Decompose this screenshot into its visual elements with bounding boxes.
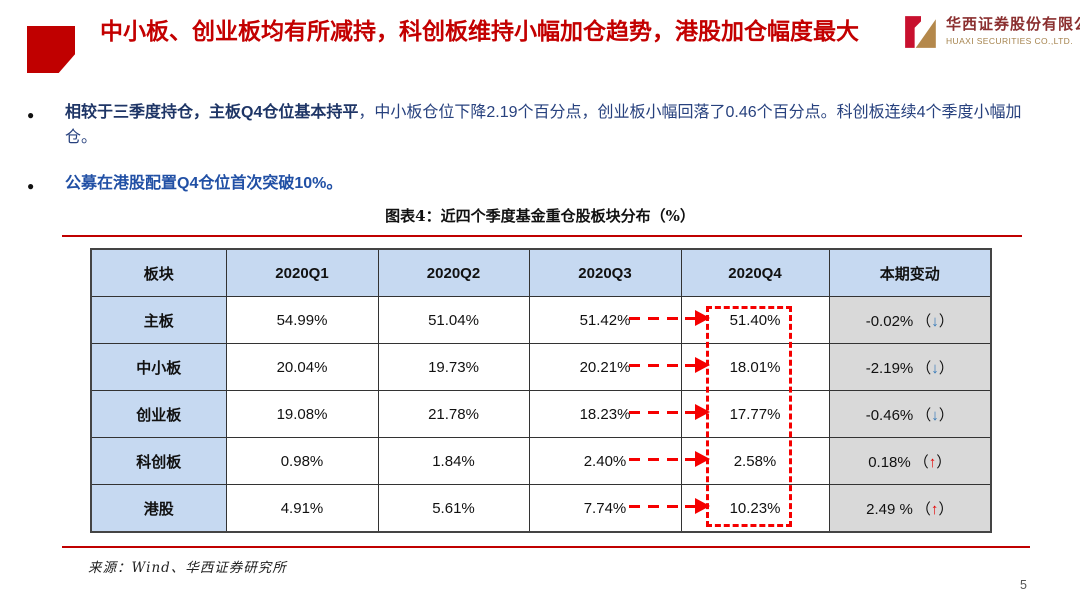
- change-cell: 0.18% （↑）: [828, 437, 992, 485]
- row-label: 中小板: [90, 343, 227, 391]
- table-cell: 5.61%: [377, 484, 530, 533]
- table-cell: 19.08%: [225, 390, 379, 438]
- table-cell: 20.04%: [225, 343, 379, 391]
- row-label: 创业板: [90, 390, 227, 438]
- paren-close: ）: [938, 359, 954, 377]
- trend-arrow-glyph: ↓: [931, 312, 939, 330]
- table-cell: 51.04%: [377, 296, 530, 344]
- trend-arrow-glyph: ↓: [931, 406, 939, 424]
- q3-to-q4-arrow-icon: [629, 357, 710, 373]
- table-cell: 51.42%: [528, 296, 682, 344]
- change-cell: -0.02% （↓）: [828, 296, 992, 344]
- table-row: 科创板 0.98% 1.84% 2.40% 2.58% 0.18% （↑）: [90, 437, 992, 485]
- column-header: 2020Q1: [225, 248, 379, 297]
- paren-open: （: [916, 406, 932, 424]
- page-title: 中小板、创业板均有所减持，科创板维持小幅加仓趋势，港股加仓幅度最大: [100, 18, 859, 44]
- paren-open: （: [916, 359, 932, 377]
- column-header: 2020Q2: [377, 248, 530, 297]
- trend-arrow-glyph: ↑: [930, 500, 939, 518]
- change-value: -0.02%: [865, 312, 914, 330]
- table-cell: 20.21%: [528, 343, 682, 391]
- table-row: 中小板 20.04% 19.73% 20.21% 18.01% -2.19% （↓…: [90, 343, 992, 391]
- header-row: 板块 2020Q1 2020Q2 2020Q3 2020Q4 本期变动: [90, 248, 992, 297]
- section-marker-icon: [27, 26, 75, 73]
- huaxi-logo-icon: [905, 16, 936, 48]
- page-number: 5: [1020, 578, 1027, 592]
- bullet-item: ● 公募在港股配置Q4仓位首次突破10%。: [25, 171, 1050, 196]
- paren-close: ）: [938, 500, 954, 518]
- table-cell: 1.84%: [377, 437, 530, 485]
- table-row: 创业板 19.08% 21.78% 18.23% 17.77% -0.46% （↓…: [90, 390, 992, 438]
- paren-open: （: [916, 312, 932, 330]
- column-header: 2020Q4: [680, 248, 830, 297]
- q4-highlight-box: [706, 306, 792, 527]
- table-cell: 54.99%: [225, 296, 379, 344]
- paren-close: ）: [936, 453, 952, 471]
- trend-arrow-glyph: ↓: [931, 359, 939, 377]
- paren-open: （: [913, 453, 929, 471]
- change-cell: 2.49 % （↑）: [828, 484, 992, 533]
- figure-caption: 图表4：近四个季度基金重仓股板块分布（%）: [385, 207, 695, 225]
- table-cell: 4.91%: [225, 484, 379, 533]
- paren-open: （: [915, 500, 931, 518]
- row-label: 科创板: [90, 437, 227, 485]
- q3-to-q4-arrow-icon: [629, 451, 710, 467]
- bullet-bold-text: 相较于三季度持仓，主板Q4仓位基本持平: [65, 104, 359, 121]
- table-cell: 19.73%: [377, 343, 530, 391]
- paren-close: ）: [938, 406, 954, 424]
- change-cell: -2.19% （↓）: [828, 343, 992, 391]
- column-header: 2020Q3: [528, 248, 682, 297]
- table-cell: 7.74%: [528, 484, 682, 533]
- source-note: 来源：Wind、华西证券研究所: [88, 560, 287, 576]
- change-value: 0.18%: [868, 453, 911, 471]
- company-logo: 华西证券股份有限公司 HUAXI SECURITIES CO.,LTD.: [903, 13, 1080, 51]
- row-label: 港股: [90, 484, 227, 533]
- top-divider: [62, 235, 1022, 237]
- change-value: 2.49 %: [866, 500, 913, 518]
- company-name-cn: 华西证券股份有限公司: [946, 17, 1080, 33]
- bullet-bold-text: 公募在港股配置Q4仓位首次突破10%。: [65, 175, 343, 192]
- change-value: -0.46%: [865, 406, 914, 424]
- change-value: -2.19%: [865, 359, 914, 377]
- column-header: 板块: [90, 248, 227, 297]
- fund-allocation-table: 板块 2020Q1 2020Q2 2020Q3 2020Q4 本期变动 主板 5…: [90, 248, 992, 533]
- company-name-block: 华西证券股份有限公司 HUAXI SECURITIES CO.,LTD.: [946, 13, 1080, 46]
- bullet-rest-text: ，中小板仓位下降2.19个百分点，创业板小幅回落了0.46个百分点。科创板连续4…: [65, 104, 1022, 146]
- q3-to-q4-arrow-icon: [629, 498, 710, 514]
- table-cell: 2.40%: [528, 437, 682, 485]
- trend-arrow-glyph: ↑: [928, 453, 937, 471]
- bottom-divider: [62, 546, 1030, 548]
- bullet-item: ● 相较于三季度持仓，主板Q4仓位基本持平，中小板仓位下降2.19个百分点，创业板…: [25, 100, 1050, 150]
- table-cell: 21.78%: [377, 390, 530, 438]
- q3-to-q4-arrow-icon: [629, 310, 710, 326]
- paren-close: ）: [938, 312, 954, 330]
- table-cell: 0.98%: [225, 437, 379, 485]
- bullet-marker-icon: ●: [27, 179, 35, 193]
- bullet-marker-icon: ●: [27, 108, 35, 122]
- change-cell: -0.46% （↓）: [828, 390, 992, 438]
- table-cell: 18.23%: [528, 390, 682, 438]
- column-header: 本期变动: [828, 248, 992, 297]
- q3-to-q4-arrow-icon: [629, 404, 710, 420]
- table-row: 主板 54.99% 51.04% 51.42% 51.40% -0.02% （↓）: [90, 296, 992, 344]
- company-name-en: HUAXI SECURITIES CO.,LTD.: [946, 36, 1073, 46]
- table-row: 港股 4.91% 5.61% 7.74% 10.23% 2.49 % （↑）: [90, 484, 992, 533]
- row-label: 主板: [90, 296, 227, 344]
